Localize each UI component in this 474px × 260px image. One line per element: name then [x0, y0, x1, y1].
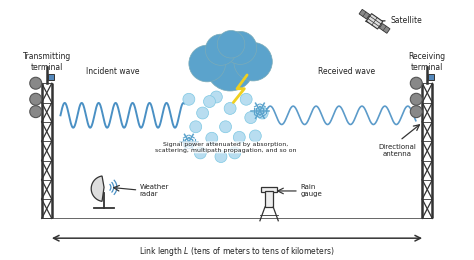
Polygon shape: [91, 176, 104, 201]
Text: Transmitting
terminal: Transmitting terminal: [23, 52, 71, 72]
Bar: [261, 187, 277, 192]
Circle shape: [206, 132, 218, 144]
Circle shape: [210, 91, 222, 103]
Circle shape: [194, 147, 206, 159]
Text: Satellite: Satellite: [366, 16, 422, 25]
Polygon shape: [379, 24, 390, 33]
Bar: [265, 191, 273, 207]
Circle shape: [219, 121, 231, 133]
Circle shape: [224, 31, 257, 64]
Text: Link length $L$ (tens of meters to tens of kilometers): Link length $L$ (tens of meters to tens …: [139, 245, 335, 258]
Circle shape: [205, 34, 237, 65]
Circle shape: [240, 93, 252, 105]
Circle shape: [245, 112, 257, 123]
Text: Received wave: Received wave: [319, 67, 375, 76]
Circle shape: [233, 131, 245, 143]
Text: Receiving
terminal: Receiving terminal: [409, 52, 446, 72]
Text: Weather
radar: Weather radar: [140, 184, 169, 197]
Circle shape: [256, 107, 268, 119]
Text: Directional
antenna: Directional antenna: [379, 144, 416, 157]
Circle shape: [189, 45, 226, 82]
Circle shape: [234, 42, 272, 81]
Circle shape: [197, 107, 209, 119]
Circle shape: [203, 96, 216, 108]
Circle shape: [249, 130, 261, 142]
Circle shape: [410, 77, 422, 89]
Polygon shape: [359, 9, 370, 19]
Circle shape: [30, 93, 42, 105]
Text: Rain
gauge: Rain gauge: [300, 184, 322, 197]
Circle shape: [229, 147, 241, 159]
Circle shape: [206, 43, 254, 91]
Text: Signal power attenuated by absorption,
scattering, multipath propagation, and so: Signal power attenuated by absorption, s…: [155, 142, 296, 153]
Text: Incident wave: Incident wave: [86, 67, 140, 76]
Circle shape: [410, 93, 422, 105]
Circle shape: [183, 93, 195, 105]
Polygon shape: [366, 14, 383, 29]
Circle shape: [30, 106, 42, 118]
Circle shape: [217, 30, 245, 58]
Bar: [428, 74, 434, 80]
Circle shape: [215, 151, 227, 162]
Circle shape: [224, 102, 236, 114]
Circle shape: [30, 77, 42, 89]
Bar: [48, 74, 54, 80]
Circle shape: [410, 106, 422, 118]
Circle shape: [190, 121, 202, 133]
